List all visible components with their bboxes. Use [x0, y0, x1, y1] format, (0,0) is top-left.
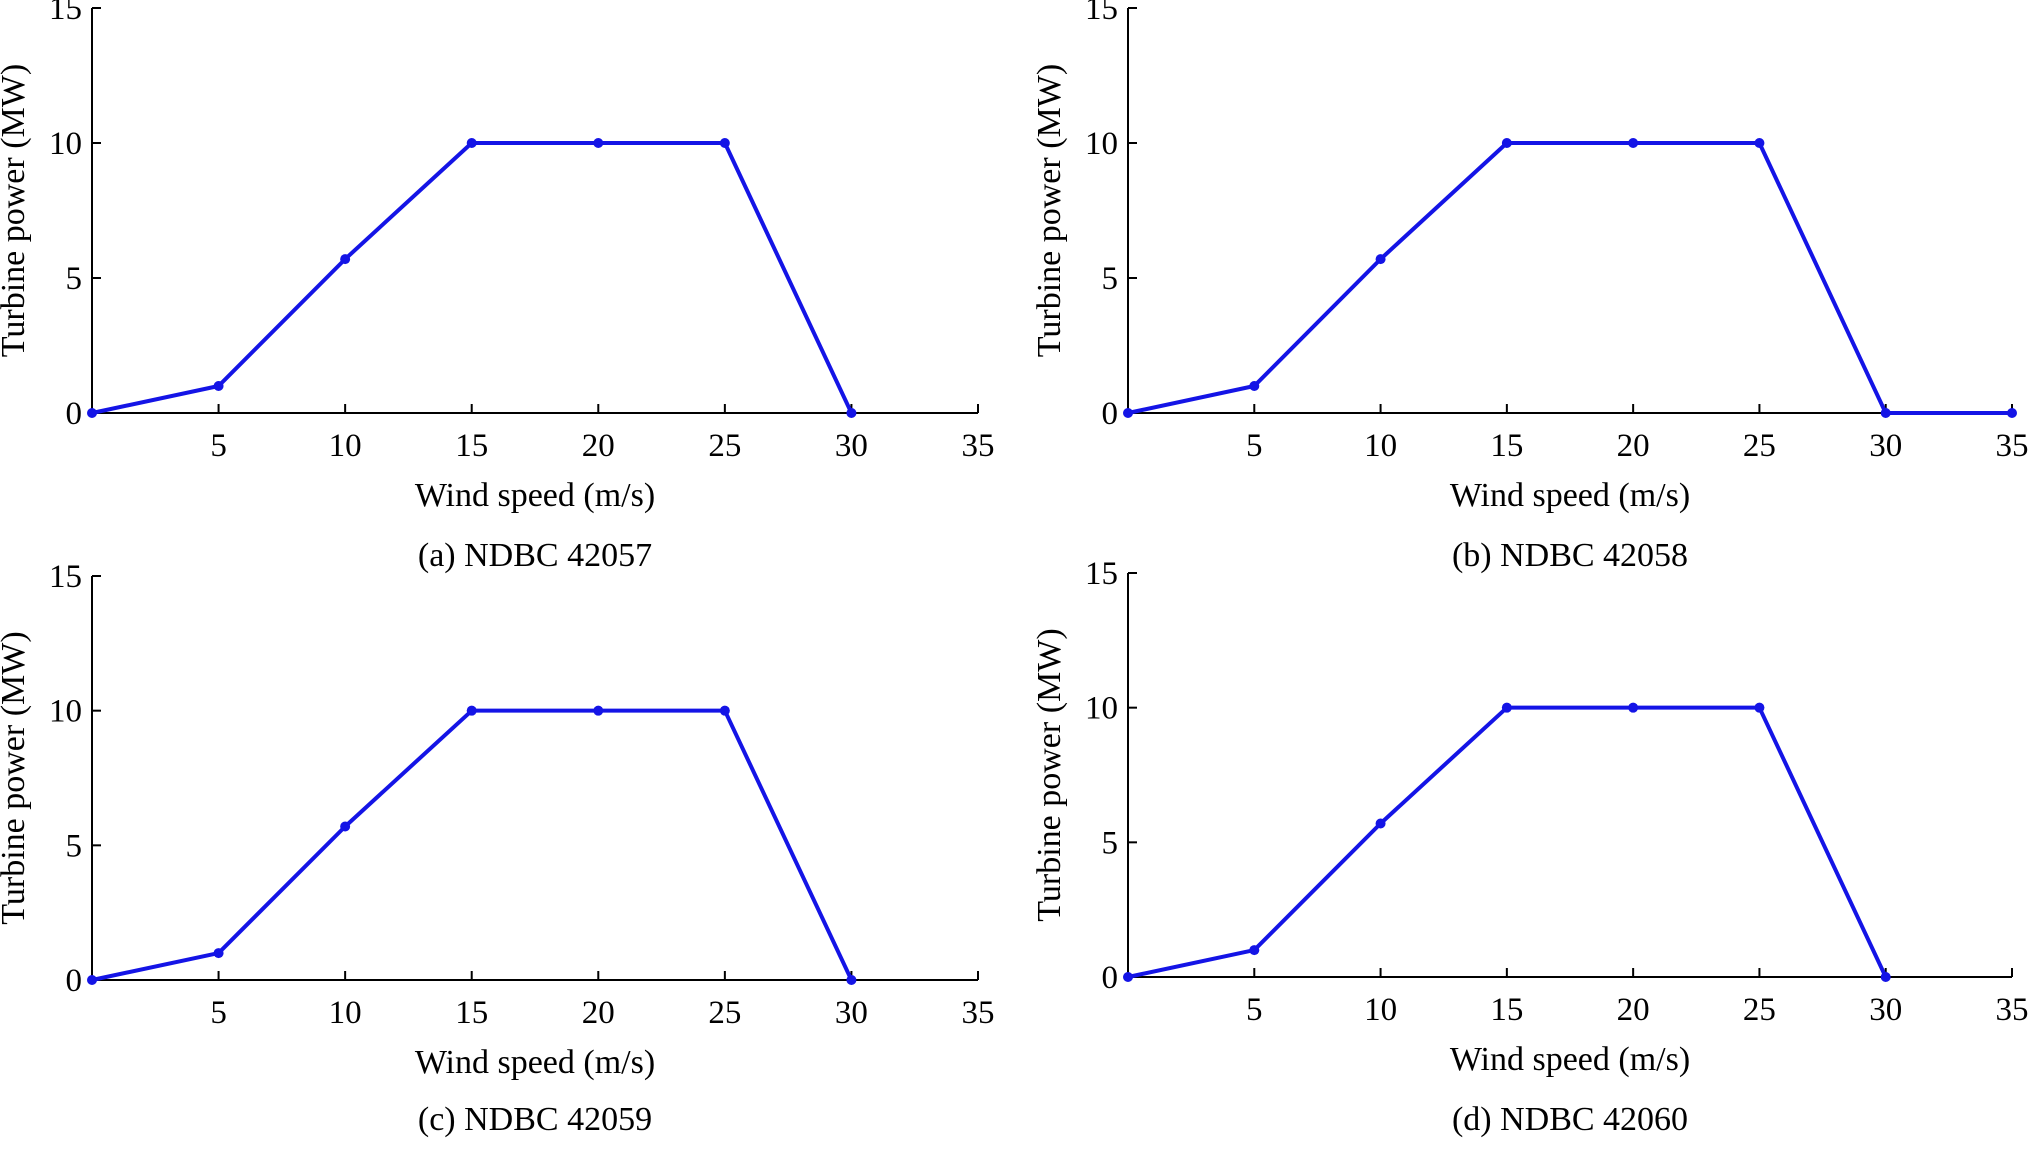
- data-point: [719, 138, 730, 148]
- y-tick-label: 0: [66, 396, 83, 432]
- x-tick-label: 35: [962, 995, 995, 1031]
- x-tick-label: 10: [329, 428, 362, 464]
- series-line: [1126, 141, 2014, 415]
- x-tick-label: 25: [1743, 992, 1776, 1028]
- data-point: [1375, 818, 1386, 829]
- x-axis-title: Wind speed (m/s): [1450, 1041, 1690, 1078]
- x-tick-label: 20: [582, 995, 615, 1031]
- y-tick-label: 5: [1102, 261, 1119, 297]
- y-tick-label: 15: [1085, 556, 1118, 592]
- y-tick-label: 10: [49, 694, 82, 730]
- data-point: [1501, 702, 1512, 713]
- x-tick-label: 10: [329, 995, 362, 1031]
- y-tick-label: 15: [49, 0, 82, 27]
- x-tick-label: 25: [708, 428, 741, 464]
- data-point: [87, 408, 97, 418]
- y-tick-label: 5: [66, 261, 83, 297]
- data-point: [1880, 972, 1891, 982]
- data-point: [340, 821, 351, 832]
- panel-caption: (c) NDBC 42059: [418, 1101, 652, 1138]
- data-point: [846, 408, 857, 418]
- y-axis-title: Turbine power (MW): [1031, 628, 1068, 921]
- chart-panel-3: 5 10 15 20 25 30 35 0 5 10 15 Wind speed (m/s) Turbi…: [0, 559, 995, 1138]
- chart-panel-1: 5 10 15 20 25 30 35 0 5 10 15 Wind speed (m/s) Turbi…: [0, 0, 995, 574]
- x-axis-title: Wind speed (m/s): [1450, 477, 1690, 514]
- x-tick-label: 30: [1869, 992, 1902, 1028]
- x-tick-label: 10: [1364, 428, 1397, 464]
- series-line: [90, 708, 854, 982]
- y-tick-label: 10: [49, 126, 82, 162]
- x-tick-label: 30: [835, 995, 868, 1031]
- data-point: [466, 705, 477, 716]
- x-tick-label: 35: [1996, 992, 2029, 1028]
- x-tick-label: 35: [962, 428, 995, 464]
- x-tick-label: 15: [1490, 992, 1523, 1028]
- y-axis-title: Turbine power (MW): [1031, 64, 1068, 357]
- chart-panel-2: 5 10 15 20 25 30 35 0 5 10 15 Wind speed (m/s) Turbi…: [1031, 0, 2029, 574]
- y-tick-label: 10: [1085, 126, 1118, 162]
- data-point: [1628, 138, 1639, 148]
- series-line: [90, 141, 854, 415]
- data-point: [1628, 702, 1639, 713]
- data-point: [340, 254, 351, 265]
- data-point: [1375, 254, 1386, 265]
- data-point: [466, 138, 477, 148]
- y-tick-label: 5: [66, 828, 83, 864]
- y-tick-label: 15: [1085, 0, 1118, 27]
- panel-caption: (d) NDBC 42060: [1452, 1101, 1688, 1138]
- data-point: [213, 948, 224, 959]
- panel-caption: (b) NDBC 42058: [1452, 537, 1688, 574]
- data-point: [1249, 381, 1260, 391]
- chart-panel-4: 5 10 15 20 25 30 35 0 5 10 15 Wind speed (m/s) Turbi…: [1031, 556, 2029, 1138]
- y-tick-label: 10: [1085, 691, 1118, 727]
- x-tick-label: 20: [1617, 992, 1650, 1028]
- x-tick-label: 10: [1364, 992, 1397, 1028]
- data-point: [719, 705, 730, 716]
- x-axis-title: Wind speed (m/s): [415, 1044, 655, 1081]
- data-point: [1501, 138, 1512, 148]
- y-axis-title: Turbine power (MW): [0, 64, 32, 357]
- data-point: [1249, 945, 1260, 956]
- y-tick-label: 0: [1102, 960, 1119, 996]
- x-tick-label: 20: [582, 428, 615, 464]
- x-axis-title: Wind speed (m/s): [415, 477, 655, 514]
- y-axis-title: Turbine power (MW): [0, 631, 32, 924]
- y-tick-label: 5: [1102, 825, 1119, 861]
- data-point: [1123, 408, 1133, 418]
- data-point: [87, 975, 97, 985]
- data-point: [593, 138, 604, 148]
- data-point: [1123, 972, 1133, 982]
- x-tick-label: 5: [210, 428, 227, 464]
- y-tick-label: 0: [1102, 396, 1119, 432]
- x-tick-label: 25: [1743, 428, 1776, 464]
- x-tick-label: 30: [1869, 428, 1902, 464]
- x-tick-label: 5: [1246, 992, 1263, 1028]
- y-tick-label: 0: [66, 963, 83, 999]
- x-tick-label: 15: [455, 995, 488, 1031]
- data-point: [1754, 702, 1765, 713]
- panel-caption: (a) NDBC 42057: [418, 537, 652, 574]
- data-point: [213, 381, 224, 391]
- x-tick-label: 15: [1490, 428, 1523, 464]
- data-point: [1880, 408, 1891, 418]
- x-tick-label: 35: [1996, 428, 2029, 464]
- data-point: [846, 975, 857, 985]
- x-tick-label: 30: [835, 428, 868, 464]
- data-point: [593, 705, 604, 716]
- x-tick-label: 5: [210, 995, 227, 1031]
- data-point: [1754, 138, 1765, 148]
- x-tick-label: 25: [708, 995, 741, 1031]
- y-tick-label: 15: [49, 559, 82, 595]
- x-tick-label: 5: [1246, 428, 1263, 464]
- x-tick-label: 15: [455, 428, 488, 464]
- series-line: [1126, 705, 1888, 979]
- x-tick-label: 20: [1617, 428, 1650, 464]
- data-point: [2007, 408, 2017, 418]
